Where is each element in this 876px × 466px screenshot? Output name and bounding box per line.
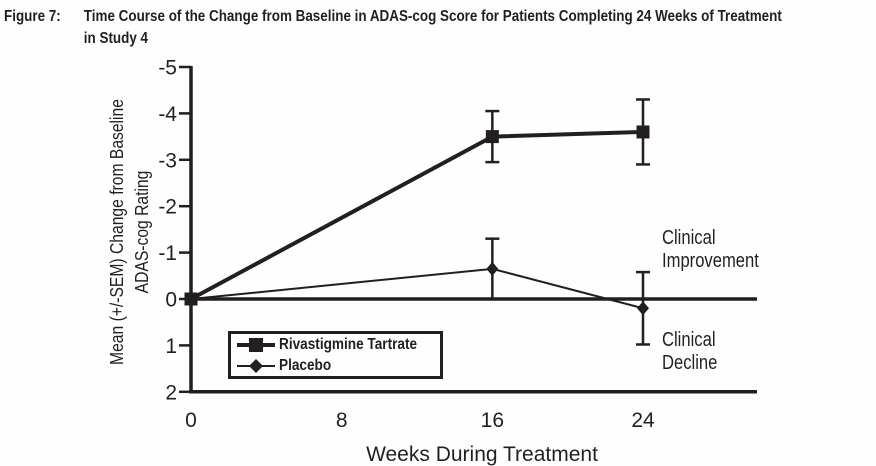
annotation-clinical-decline: Clinical Decline: [662, 329, 717, 375]
y-tick-label: -2: [158, 196, 177, 219]
data-point-placebo-week-0: [185, 292, 197, 306]
legend-item-rivastigmine-tartrate: Rivastigmine Tartrate: [236, 335, 440, 354]
y-tick-label: 0: [165, 289, 177, 312]
figure-title-line1: Time Course of the Change from Baseline …: [83, 8, 782, 25]
legend-marker-square-icon: [237, 337, 275, 352]
figure-label: Figure 7:: [4, 8, 61, 25]
series-placebo: [185, 237, 650, 346]
x-tick-label: 0: [185, 409, 197, 432]
y-axis-title-line2: ADAS-cog Rating: [132, 170, 152, 294]
annotation-clinical-decline-line2: Decline: [662, 352, 718, 374]
series-rivastigmine-tartrate: [184, 98, 650, 306]
legend-label-rivastigmine-tartrate: Rivastigmine Tartrate: [279, 335, 418, 353]
y-tick-label: 2: [165, 381, 177, 404]
legend-label-placebo: Placebo: [279, 356, 332, 374]
series-line-placebo: [190, 267, 644, 310]
figure-title-line2: in Study 4: [83, 30, 149, 47]
annotation-clinical-improvement: Clinical Improvement: [662, 227, 759, 273]
y-tick-label: 1: [165, 335, 177, 358]
y-tick-label: -3: [158, 149, 177, 172]
x-tick-label: 8: [336, 409, 348, 432]
x-tick-label: 16: [481, 409, 504, 432]
y-axis-title: Mean (+/-SEM) Change from Baseline ADAS-…: [105, 84, 155, 380]
data-point-placebo-week-16: [486, 261, 499, 276]
data-point-rivastigmine-tartrate-week-24: [636, 125, 650, 139]
data-point-placebo-week-24: [637, 301, 649, 316]
y-tick-label: -1: [158, 242, 177, 265]
annotation-clinical-improvement-line1: Clinical: [662, 227, 716, 249]
y-tick-label: -4: [158, 103, 177, 126]
x-axis-title: Weeks During Treatment: [366, 443, 598, 466]
y-axis-title-line1: Mean (+/-SEM) Change from Baseline: [107, 99, 127, 365]
y-tick-label: -5: [158, 57, 177, 80]
legend-item-placebo: Placebo: [236, 356, 440, 375]
series-line-rivastigmine-tartrate: [190, 129, 644, 301]
annotation-clinical-decline-line1: Clinical: [662, 329, 716, 351]
figure-caption: Figure 7: Time Course of the Change from…: [4, 6, 782, 50]
x-tick-label: 24: [631, 409, 655, 432]
data-point-rivastigmine-tartrate-week-16: [485, 130, 499, 144]
annotation-clinical-improvement-line2: Improvement: [662, 250, 759, 272]
legend-marker-diamond-icon: [237, 358, 275, 373]
figure-title-text: Time Course of the Change from Baseline …: [84, 6, 782, 50]
legend: Rivastigmine Tartrate Placebo: [228, 331, 443, 379]
